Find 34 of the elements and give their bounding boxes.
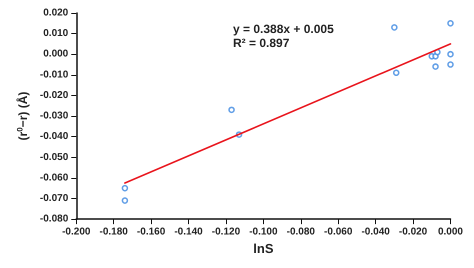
x-tick-label: -0.100 (249, 226, 278, 238)
y-tick-label: -0.050 (40, 152, 69, 163)
point (391, 24, 398, 31)
x-tick-label: -0.120 (212, 226, 241, 238)
point (122, 197, 128, 204)
y-tick-label: -0.040 (40, 131, 69, 142)
y-tick-label: -0.010 (40, 69, 69, 80)
point (392, 70, 400, 76)
y-axis-title: (r0−r) (Å) (16, 92, 30, 140)
point (228, 106, 235, 114)
y-tick-label: -0.070 (40, 192, 69, 204)
y-tick-label: 0.000 (43, 48, 69, 60)
point (447, 61, 454, 68)
x-tick-label: -0.020 (398, 226, 428, 238)
x-tick-label: -0.200 (62, 226, 91, 238)
x-tick-label: -0.140 (174, 226, 204, 238)
x-tick-label: -0.060 (324, 226, 353, 238)
x-tick-label: -0.080 (286, 226, 316, 238)
x-tick-label: -0.040 (361, 226, 390, 238)
y-tick-label: -0.080 (40, 214, 69, 225)
y-tick-label: -0.060 (40, 172, 69, 184)
x-tick-label: -0.160 (136, 226, 166, 238)
x-tick-label: 0.000 (438, 226, 464, 238)
point (447, 50, 454, 58)
x-tick-label: -0.180 (100, 226, 128, 238)
y-tick-label: -0.020 (40, 90, 69, 101)
point (432, 63, 439, 70)
y-tick-label: -0.030 (40, 110, 69, 122)
point (122, 184, 128, 192)
point (447, 20, 454, 27)
annotation: y = 0.388x + 0.005 R² = 0.897 (233, 22, 334, 50)
y-tick-label: 0.020 (43, 8, 69, 18)
y-tick-label: 0.010 (43, 28, 69, 40)
x-axis-title: lnS (253, 241, 274, 256)
